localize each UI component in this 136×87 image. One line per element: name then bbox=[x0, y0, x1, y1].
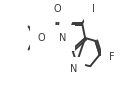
Text: F: F bbox=[109, 52, 115, 62]
Text: N: N bbox=[70, 64, 78, 74]
Text: O: O bbox=[53, 4, 61, 14]
Text: O: O bbox=[37, 33, 45, 43]
Text: I: I bbox=[92, 4, 95, 14]
Text: N: N bbox=[59, 33, 67, 43]
